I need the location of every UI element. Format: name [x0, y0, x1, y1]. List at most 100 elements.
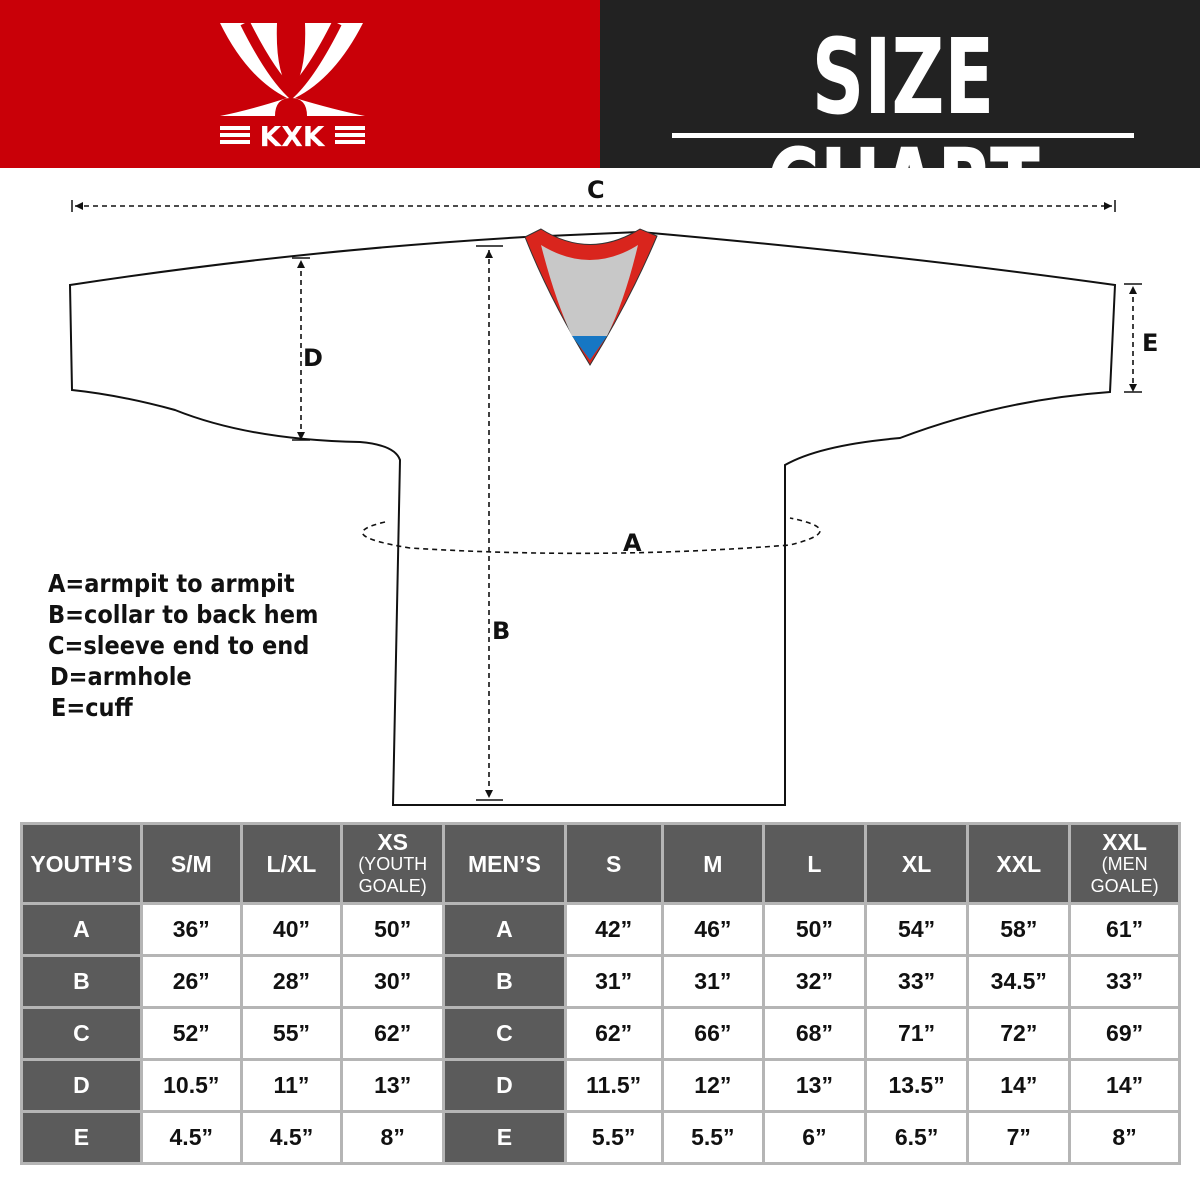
value-cell: 13” — [762, 1058, 867, 1113]
cell-text: 26” — [172, 968, 210, 994]
value-cell: 46” — [660, 902, 766, 957]
cell-text: 5.5” — [691, 1124, 735, 1150]
value-cell: 33” — [1068, 954, 1181, 1009]
cell-text: S — [605, 850, 622, 877]
label-d: D — [303, 344, 323, 372]
title-underline — [672, 133, 1134, 138]
cell-text: 4.5” — [169, 1124, 213, 1150]
cell-text: 31” — [595, 968, 633, 994]
table-row: C 52” 55” 62” C 62” 66” 68” 71” 72” 69” — [20, 1006, 1181, 1061]
row-key: B — [20, 954, 143, 1009]
cell-text: XXL — [996, 850, 1042, 877]
cell-text: 10.5” — [163, 1072, 220, 1098]
svg-text:KXK: KXK — [260, 120, 326, 148]
size-header: XXL — [966, 822, 1072, 905]
cell-text: 69” — [1106, 1020, 1144, 1046]
row-key: D — [442, 1058, 567, 1113]
cell-text: 11.5” — [586, 1072, 642, 1098]
row-key: B — [442, 954, 567, 1009]
value-cell: 4.5” — [239, 1110, 344, 1165]
value-cell: 69” — [1068, 1006, 1181, 1061]
cell-text: 42” — [595, 916, 633, 942]
cell-text: 12” — [694, 1072, 732, 1098]
cell-text: A — [496, 916, 513, 942]
value-cell: 8” — [1068, 1110, 1181, 1165]
cell-text: 50” — [374, 916, 412, 942]
value-cell: 5.5” — [563, 1110, 664, 1165]
value-cell: 68” — [762, 1006, 867, 1061]
value-cell: 71” — [863, 1006, 970, 1061]
size-header: L — [762, 822, 867, 905]
size-header: XL — [863, 822, 970, 905]
value-cell: 31” — [660, 954, 766, 1009]
value-cell: 11.5” — [563, 1058, 664, 1113]
cell-text: 52” — [172, 1020, 210, 1046]
value-cell: 28” — [239, 954, 344, 1009]
value-cell: 30” — [340, 954, 446, 1009]
value-cell: 13.5” — [863, 1058, 970, 1113]
table-header-row: YOUTH’S S/M L/XL XS (YOUTH GOALE) MEN’S S M L XL X… — [20, 822, 1181, 905]
cell-text: 62” — [374, 1020, 412, 1046]
kxk-logo: KXK — [220, 20, 365, 148]
cell-text: YOUTH’S — [30, 850, 133, 877]
value-cell: 14” — [966, 1058, 1072, 1113]
value-cell: 40” — [239, 902, 344, 957]
cell-text: B — [73, 968, 90, 994]
value-cell: 34.5” — [966, 954, 1072, 1009]
size-header: M — [660, 822, 766, 905]
table-row: D 10.5” 11” 13” D 11.5” 12” 13” 13.5” 14” 14” — [20, 1058, 1181, 1113]
cell-text: 72” — [1000, 1020, 1038, 1046]
cell-text: D — [73, 1072, 90, 1098]
cell-text: 31” — [694, 968, 732, 994]
value-cell: 26” — [139, 954, 243, 1009]
label-a: A — [623, 529, 642, 557]
value-cell: 13” — [340, 1058, 446, 1113]
value-cell: 33” — [863, 954, 970, 1009]
header-title-panel — [600, 0, 1200, 168]
row-key: E — [20, 1110, 143, 1165]
value-cell: 12” — [660, 1058, 766, 1113]
value-cell: 6” — [762, 1110, 867, 1165]
cell-text: 13” — [795, 1072, 833, 1098]
cell-text: 13.5” — [888, 1072, 945, 1098]
cell-text: 14” — [1106, 1072, 1144, 1098]
cell-text: 8” — [1112, 1124, 1137, 1150]
cell-text: E — [496, 1124, 513, 1150]
row-key: E — [442, 1110, 567, 1165]
label-c: C — [587, 176, 605, 204]
value-cell: 6.5” — [863, 1110, 970, 1165]
value-cell: 31” — [563, 954, 664, 1009]
value-cell: 66” — [660, 1006, 766, 1061]
value-cell: 54” — [863, 902, 970, 957]
cell-text: S/M — [170, 850, 212, 877]
label-e: E — [1142, 329, 1159, 357]
cell-text: 33” — [898, 968, 936, 994]
value-cell: 8” — [340, 1110, 446, 1165]
cell-text: 46” — [694, 916, 732, 942]
cell-text: 33” — [1106, 968, 1144, 994]
cell-text: E — [73, 1124, 90, 1150]
size-header: L/XL — [239, 822, 344, 905]
cell-text: C — [73, 1020, 90, 1046]
cell-text: 50” — [795, 916, 833, 942]
table-row: B 26” 28” 30” B 31” 31” 32” 33” 34.5” 33” — [20, 954, 1181, 1009]
cell-text: 13” — [374, 1072, 412, 1098]
cell-text: C — [496, 1020, 513, 1046]
cell-text: 4.5” — [269, 1124, 314, 1150]
legend-item: D=armhole — [50, 662, 192, 691]
value-cell: 42” — [563, 902, 664, 957]
cell-text: 71” — [898, 1020, 936, 1046]
page-title: SIZE CHART — [766, 16, 1040, 248]
value-cell: 4.5” — [139, 1110, 243, 1165]
cell-text: XL — [901, 850, 932, 877]
value-cell: 52” — [139, 1006, 243, 1061]
legend-item: E=cuff — [51, 693, 133, 722]
cell-text: 7” — [1006, 1124, 1031, 1150]
cell-text: 36” — [172, 916, 210, 942]
size-table: YOUTH’S S/M L/XL XS (YOUTH GOALE) MEN’S S M L XL X… — [20, 822, 1181, 1165]
value-cell: 61” — [1068, 902, 1181, 957]
value-cell: 10.5” — [139, 1058, 243, 1113]
row-key: A — [442, 902, 567, 957]
value-cell: 50” — [762, 902, 867, 957]
value-cell: 58” — [966, 902, 1072, 957]
